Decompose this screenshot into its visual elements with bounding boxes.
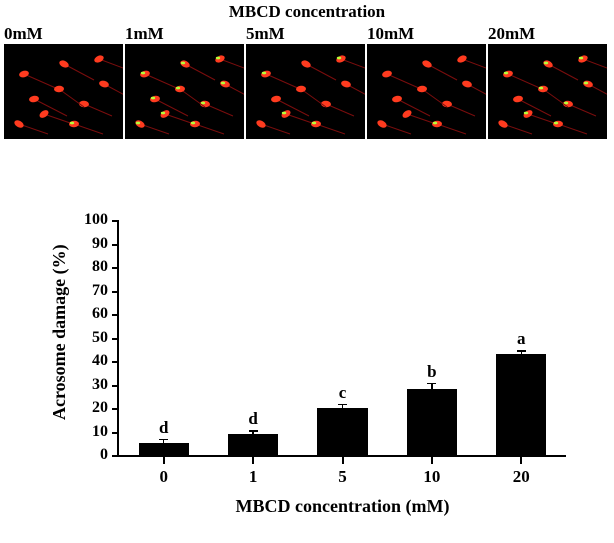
y-tick	[112, 291, 119, 293]
micrograph-panel	[246, 44, 365, 139]
y-tick	[112, 244, 119, 246]
significance-letter: b	[422, 362, 442, 382]
significance-letter: d	[243, 409, 263, 429]
y-tick-label: 10	[74, 423, 108, 441]
y-tick	[112, 220, 119, 222]
image-panel-label: 1mM	[125, 24, 164, 44]
micrograph-panel	[488, 44, 607, 139]
y-tick	[112, 455, 119, 457]
bar	[139, 443, 189, 455]
y-tick	[112, 314, 119, 316]
y-tick-label: 100	[74, 211, 108, 229]
y-tick-label: 40	[74, 352, 108, 370]
x-tick-label: 10	[407, 467, 457, 487]
x-axis-label: MBCD concentration (mM)	[193, 496, 493, 517]
x-tick-label: 1	[228, 467, 278, 487]
y-tick-label: 80	[74, 258, 108, 276]
error-cap	[427, 383, 436, 385]
y-tick	[112, 267, 119, 269]
x-tick-label: 5	[318, 467, 368, 487]
bar	[407, 389, 457, 455]
x-tick	[431, 457, 433, 464]
y-tick	[112, 432, 119, 434]
y-tick-label: 60	[74, 305, 108, 323]
top-title: MBCD concentration	[0, 2, 614, 22]
x-tick	[342, 457, 344, 464]
x-tick-label: 20	[496, 467, 546, 487]
y-tick	[112, 338, 119, 340]
y-tick-label: 50	[74, 329, 108, 347]
micrograph-panel	[4, 44, 123, 139]
error-cap	[338, 404, 347, 406]
y-tick-label: 30	[74, 376, 108, 394]
image-panel-label: 10mM	[367, 24, 414, 44]
y-tick-label: 70	[74, 282, 108, 300]
significance-letter: d	[154, 418, 174, 438]
micrograph-panel	[125, 44, 244, 139]
x-tick	[252, 457, 254, 464]
x-tick	[163, 457, 165, 464]
error-cap	[159, 439, 168, 441]
error-cap	[249, 430, 258, 432]
micrograph-panel	[367, 44, 486, 139]
image-panel-label: 5mM	[246, 24, 285, 44]
y-axis-label: Acrosome damage (%)	[49, 244, 70, 420]
x-tick-label: 0	[139, 467, 189, 487]
x-tick	[520, 457, 522, 464]
y-tick	[112, 408, 119, 410]
y-tick-label: 20	[74, 399, 108, 417]
y-tick-label: 0	[74, 446, 108, 464]
significance-letter: c	[333, 383, 353, 403]
y-tick-label: 90	[74, 235, 108, 253]
image-panel-label: 0mM	[4, 24, 43, 44]
image-panel-label: 20mM	[488, 24, 535, 44]
y-tick	[112, 361, 119, 363]
bar	[496, 354, 546, 455]
error-cap	[517, 350, 526, 352]
y-tick	[112, 385, 119, 387]
bar	[317, 408, 367, 455]
bar	[228, 434, 278, 455]
significance-letter: a	[511, 329, 531, 349]
